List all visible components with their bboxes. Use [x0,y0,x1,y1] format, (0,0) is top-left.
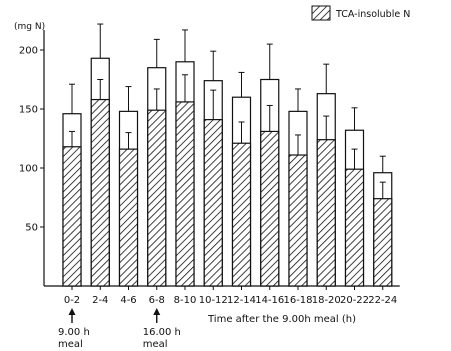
arrow-head [153,308,161,315]
tca-error-bar-8-10 [182,74,188,102]
legend-swatch [311,5,331,21]
total-error-bar-16-18 [295,88,301,112]
y-tick-label-200: 200 [19,46,38,57]
tca-error-bar-18-20 [323,115,330,140]
annotation-line: meal [143,339,168,350]
error-bars [69,23,386,199]
tca-error-bar-16-18 [295,134,301,156]
y-unit-label: (mg N) [14,22,45,32]
tca-insoluble-bar-6-8 [147,109,167,287]
x-tick-label-2-4: 2-4 [92,295,108,306]
x-tick-label-22-24: 22-24 [368,295,397,306]
tca-insoluble-bar-4-6 [118,148,139,287]
tca-insoluble-bar-16-18 [288,154,308,287]
tca-error-bar-14-16 [266,104,273,132]
x-tick-label-0-2: 0-2 [64,295,80,306]
x-tick-label-18-20: 18-20 [312,295,341,306]
tca-error-bar-20-22 [351,148,358,170]
tca-error-bar-6-8 [153,88,160,111]
tca-insoluble-bar-0-2 [62,146,82,287]
x-tick-label-12-14: 12-14 [227,295,256,306]
x-tick-labels: 0-2 2-4 4-6 6-8 8-10 10-12 12-14 14-16 16-18 18-2… [64,295,397,306]
total-error-bar-20-22 [351,107,358,131]
y-tick-label-50: 50 [25,223,38,234]
annotation-line: 16.00 h [143,327,181,338]
annotation-line: meal [58,339,83,350]
x-tick-label-10-12: 10-12 [199,295,228,306]
tca-insoluble-bar-18-20 [316,139,336,287]
x-axis-title: Time after the 9.00h meal (h) [207,314,356,325]
tca-error-bar-12-14 [238,121,245,144]
legend-label: TCA-insoluble N [335,9,410,20]
tca-insoluble-bar-10-12 [203,119,223,287]
x-tick-label-16-18: 16-18 [283,295,312,306]
total-error-bar-2-4 [97,23,104,59]
annotation-line: 9.00 h [58,327,90,338]
tca-insoluble-bar-22-24 [373,198,393,287]
y-tick-labels: 50 100 150 200 [19,46,38,234]
x-tick-label-14-16: 14-16 [255,295,284,306]
total-error-bar-8-10 [182,29,188,62]
tca-insoluble-bar-12-14 [231,142,252,287]
chart-bars [62,57,393,287]
total-error-bar-0-2 [69,83,75,114]
tca-error-bar-2-4 [97,79,104,100]
tca-insoluble-bar-2-4 [90,98,110,287]
total-error-bar-14-16 [266,43,273,80]
x-tick-label-4-6: 4-6 [120,295,136,306]
total-error-bar-12-14 [238,71,245,98]
total-error-bar-4-6 [125,86,132,112]
total-error-bar-22-24 [379,155,386,173]
x-tick-label-8-10: 8-10 [174,295,197,306]
y-tick-label-150: 150 [19,105,38,116]
arrow-head [68,308,76,315]
legend: TCA-insoluble N [311,5,410,21]
total-error-bar-10-12 [210,50,217,81]
tca-error-bar-0-2 [69,130,75,147]
y-tick-label-100: 100 [19,164,38,175]
total-error-bar-6-8 [153,38,160,68]
x-tick-label-20-22: 20-22 [340,295,369,306]
tca-insoluble-bar-8-10 [175,101,195,287]
total-error-bar-18-20 [323,63,330,94]
tca-insoluble-bar-14-16 [260,130,280,287]
tca-insoluble-bar-20-22 [344,168,365,287]
tca-error-bar-10-12 [210,89,217,120]
tca-error-bar-4-6 [125,132,132,150]
x-tick-label-6-8: 6-8 [149,295,165,306]
tca-error-bar-22-24 [379,181,386,199]
